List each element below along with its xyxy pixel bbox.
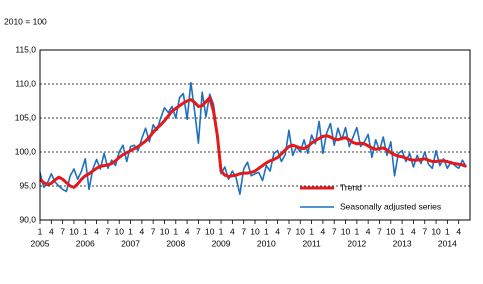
x-tick-label: 1: [128, 226, 133, 236]
x-tick-label: 1: [219, 226, 224, 236]
x-tick-label: 7: [377, 226, 382, 236]
x-tick-label: 10: [114, 226, 124, 236]
x-tick-label: 4: [456, 226, 461, 236]
year-label: 2008: [166, 238, 185, 248]
year-label: 2014: [438, 238, 457, 248]
x-tick-label: 4: [49, 226, 54, 236]
plot-frame: [39, 49, 471, 221]
x-tick-label: 4: [139, 226, 144, 236]
x-tick-label: 4: [94, 226, 99, 236]
x-tick-label: 4: [411, 226, 416, 236]
year-label: 2005: [31, 238, 50, 248]
x-tick-label: 4: [230, 226, 235, 236]
legend-label: Trend: [340, 182, 362, 192]
x-tick-label: 7: [287, 226, 292, 236]
x-tick-label: 1: [264, 226, 269, 236]
x-tick-label: 4: [185, 226, 190, 236]
y-tick-label: 95,0: [19, 180, 36, 190]
x-tick-label: 10: [386, 226, 396, 236]
x-tick-label: 4: [275, 226, 280, 236]
year-label: 2006: [76, 238, 95, 248]
x-tick-label: 10: [341, 226, 351, 236]
legend-label: Seasonally adjusted series: [340, 201, 441, 211]
x-tick-label: 1: [173, 226, 178, 236]
year-label: 2010: [257, 238, 276, 248]
x-tick-label: 4: [321, 226, 326, 236]
y-tick-label: 90,0: [19, 214, 36, 224]
x-tick-label: 10: [69, 226, 79, 236]
series-line: [39, 81, 467, 195]
year-label: 2011: [302, 238, 321, 248]
y-tick-label: 100,0: [15, 146, 37, 156]
y-tick-label: 110,0: [15, 78, 36, 88]
x-tick-label: 1: [38, 226, 43, 236]
x-tick-label: 7: [241, 226, 246, 236]
year-label: 2009: [212, 238, 231, 248]
series-line: [38, 96, 467, 189]
x-tick-label: 7: [422, 226, 427, 236]
year-label: 2012: [347, 238, 366, 248]
x-tick-label: 10: [250, 226, 260, 236]
y-tick-label: 115,0: [15, 44, 36, 54]
x-tick-label: 10: [160, 226, 170, 236]
x-tick-label: 1: [445, 226, 450, 236]
x-tick-label: 7: [60, 226, 65, 236]
x-tick-label: 1: [309, 226, 314, 236]
x-tick-label: 1: [354, 226, 359, 236]
year-label: 2013: [393, 238, 412, 248]
chart-subtitle: 2010 = 100: [4, 16, 47, 26]
x-tick-label: 10: [431, 226, 441, 236]
year-label: 2007: [121, 238, 140, 248]
x-tick-label: 1: [400, 226, 405, 236]
y-tick-label: 105,0: [15, 112, 37, 122]
x-tick-label: 10: [296, 226, 306, 236]
x-tick-label: 7: [106, 226, 111, 236]
x-tick-label: 1: [83, 226, 88, 236]
x-tick-label: 4: [366, 226, 371, 236]
x-tick-label: 10: [205, 226, 215, 236]
x-tick-label: 7: [151, 226, 156, 236]
x-tick-label: 7: [196, 226, 201, 236]
x-tick-label: 7: [332, 226, 337, 236]
